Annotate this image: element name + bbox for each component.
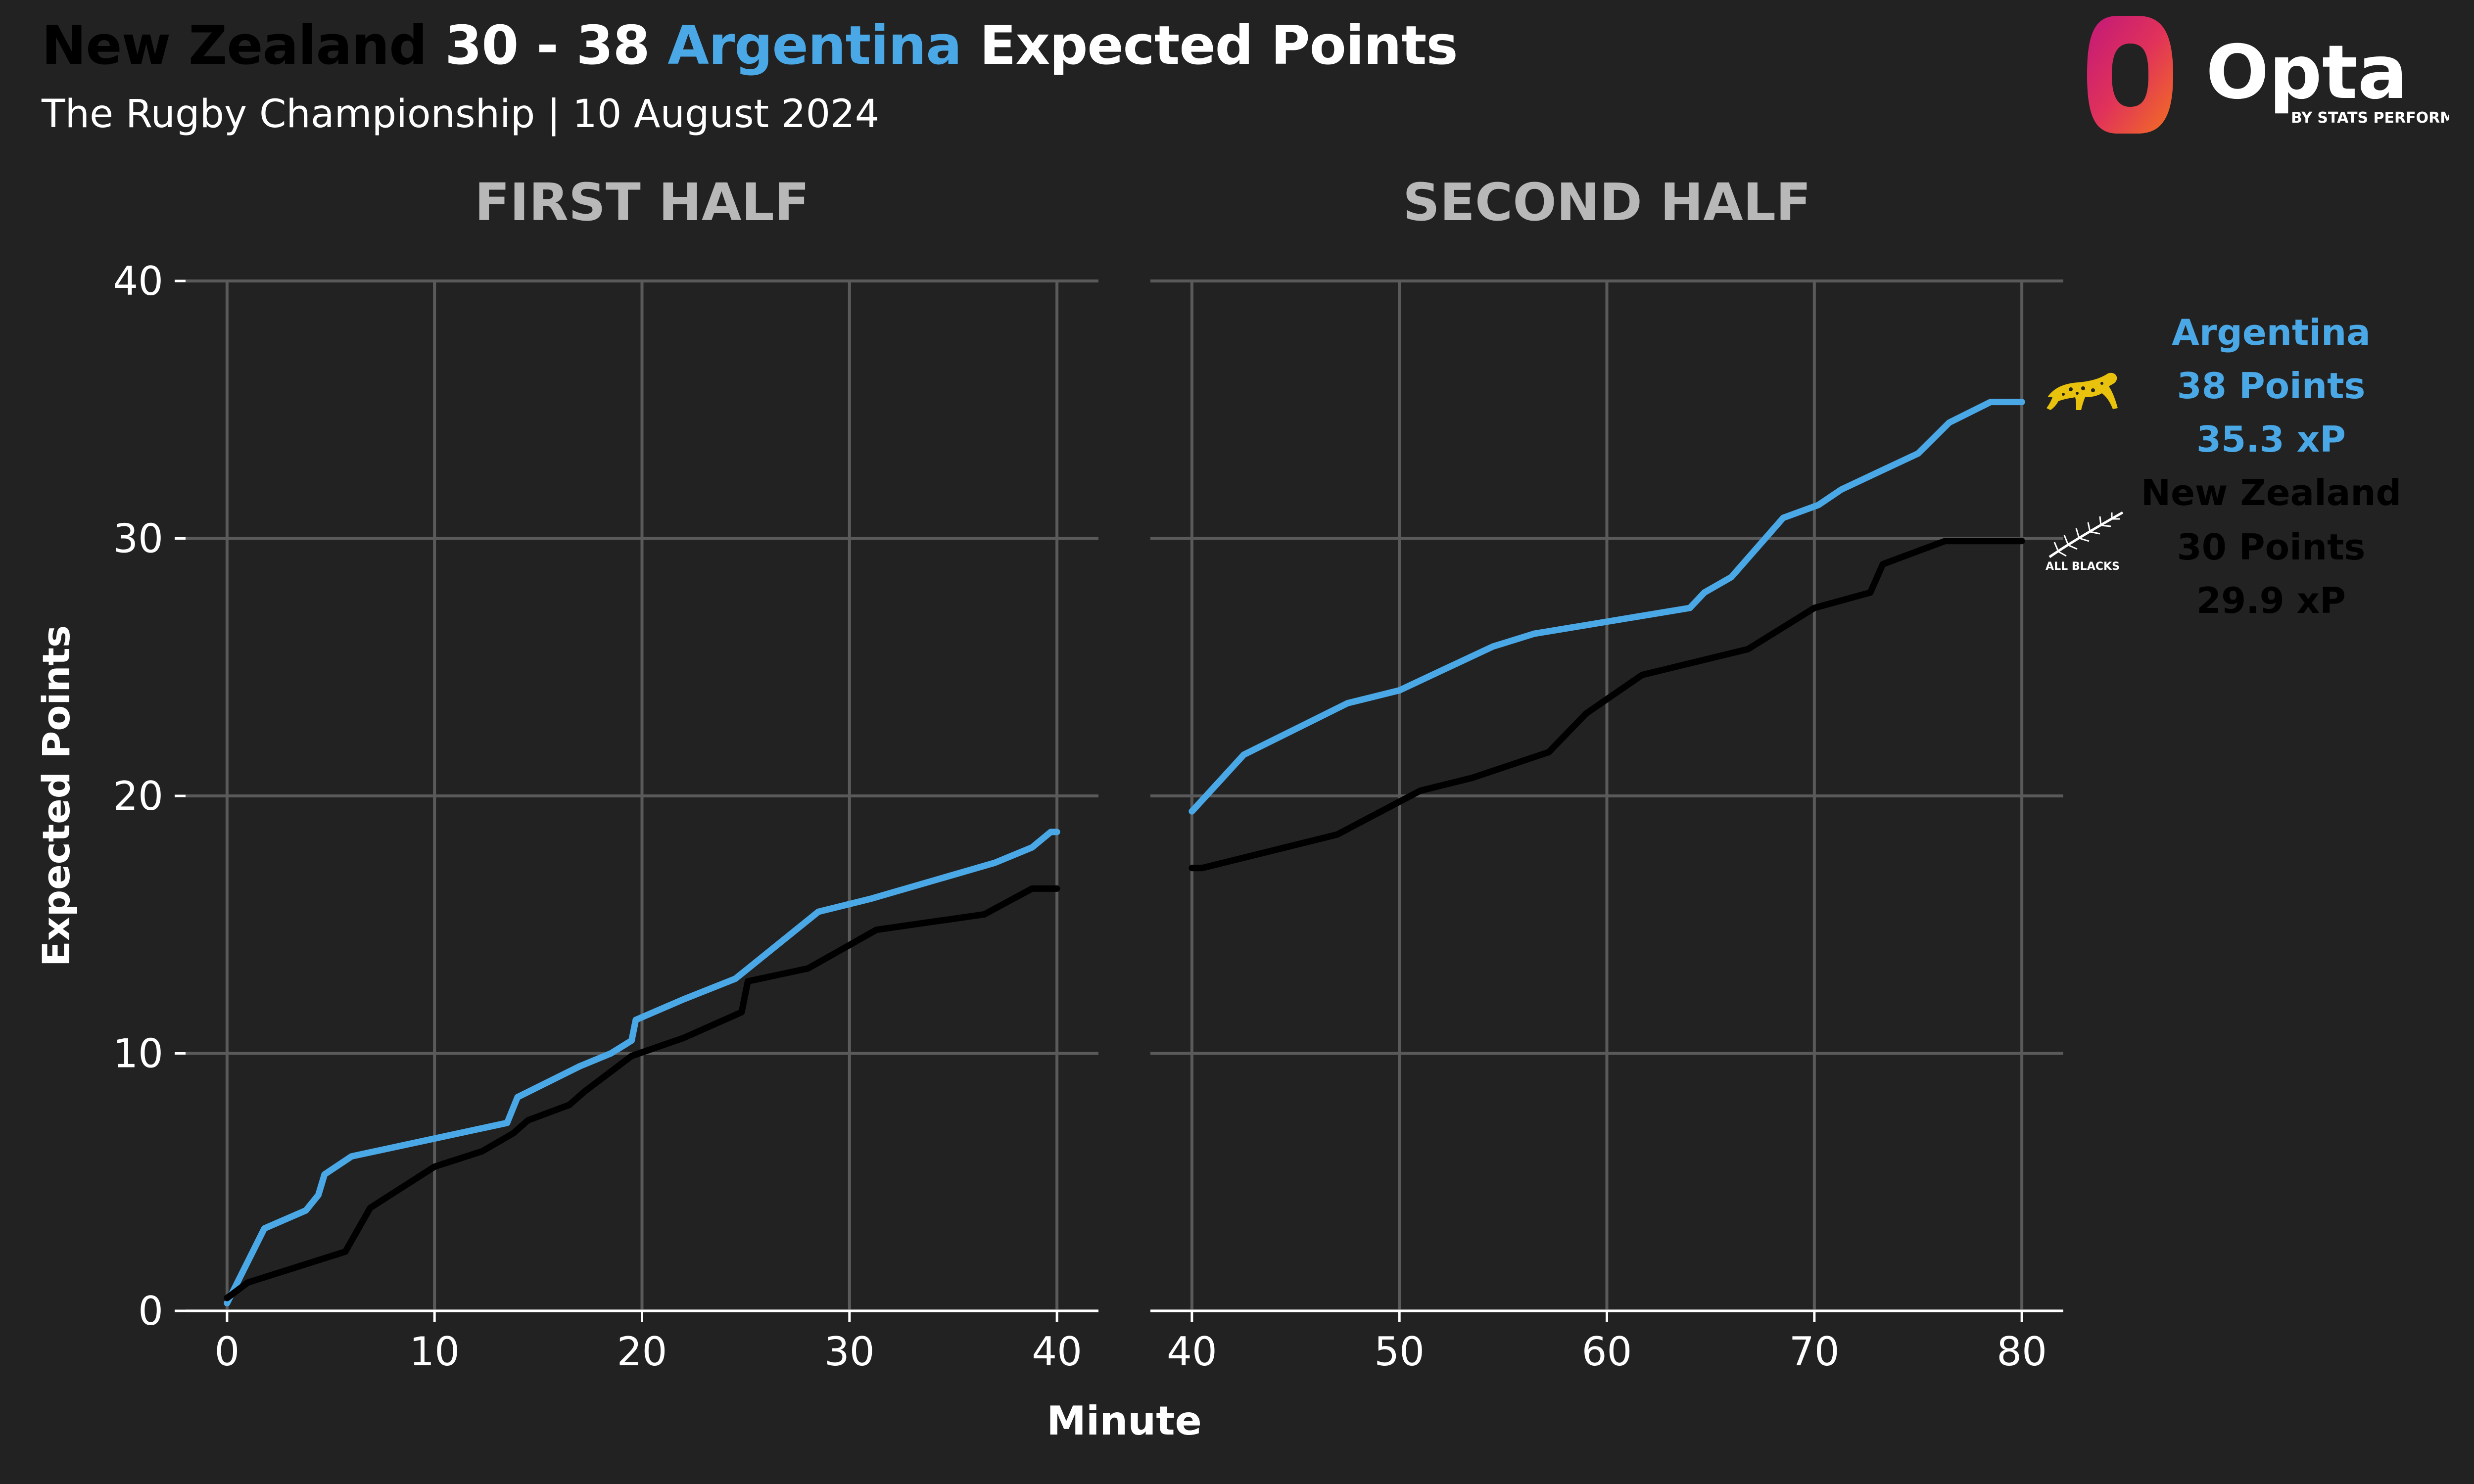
x-tick-label: 70 [1789, 1329, 1840, 1375]
legend-nz-points: 30 Points [2177, 526, 2366, 568]
x-axis-label: Minute [1047, 1398, 1201, 1444]
x-tick-label: 40 [1167, 1329, 1217, 1375]
y-tick-label: 0 [138, 1288, 163, 1334]
opta-tagline: BY STATS PERFORM [2291, 109, 2449, 127]
y-tick-label: 30 [113, 516, 163, 562]
y-axis-label: Expected Points [34, 625, 78, 967]
y-tick-label: 10 [113, 1031, 163, 1077]
opta-logo: Opta BY STATS PERFORM [2087, 16, 2449, 134]
x-tick-label: 30 [824, 1329, 875, 1375]
opta-mark-icon [2087, 16, 2173, 134]
x-tick-label: 80 [1997, 1329, 2047, 1375]
panel-title: SECOND HALF [1403, 172, 1811, 232]
title-away-team: Argentina [667, 15, 962, 77]
series-line-argentina [1189, 399, 2025, 815]
x-tick-label: 0 [214, 1329, 239, 1375]
x-tick-label: 10 [409, 1329, 460, 1375]
legend-argentina-team: Argentina [2172, 312, 2371, 353]
x-tick-label: 40 [1032, 1329, 1082, 1375]
series-line-argentina [224, 829, 1060, 1306]
argentina-jaguar-icon [2046, 372, 2118, 410]
chart-title: New Zealand 30 - 38 Argentina Expected P… [42, 15, 1458, 77]
title-home-team: New Zealand [42, 15, 428, 77]
all-blacks-text: ALL BLACKS [2046, 560, 2120, 573]
legend-nz-team: New Zealand [2141, 472, 2402, 513]
y-tick-label: 40 [113, 258, 163, 304]
x-tick-label: 50 [1374, 1329, 1425, 1375]
x-tick-label: 60 [1582, 1329, 1632, 1375]
legend-argentina-xp: 35.3 xP [2196, 418, 2346, 460]
title-suffix: Expected Points [979, 15, 1458, 77]
opta-wordmark: Opta [2206, 30, 2408, 116]
panel-title: FIRST HALF [475, 172, 809, 232]
series-line-new-zealand [1189, 538, 2025, 872]
series-line-new-zealand [224, 885, 1060, 1301]
y-tick-label: 20 [113, 773, 163, 819]
title-score: 30 - 38 [445, 15, 650, 77]
x-tick-label: 20 [617, 1329, 667, 1375]
legend-nz-xp: 29.9 xP [2196, 580, 2346, 621]
legend-argentina-points: 38 Points [2177, 365, 2366, 407]
chart-subtitle: The Rugby Championship | 10 August 2024 [42, 92, 880, 137]
all-blacks-fern-icon: ALL BLACKS [2046, 511, 2124, 573]
